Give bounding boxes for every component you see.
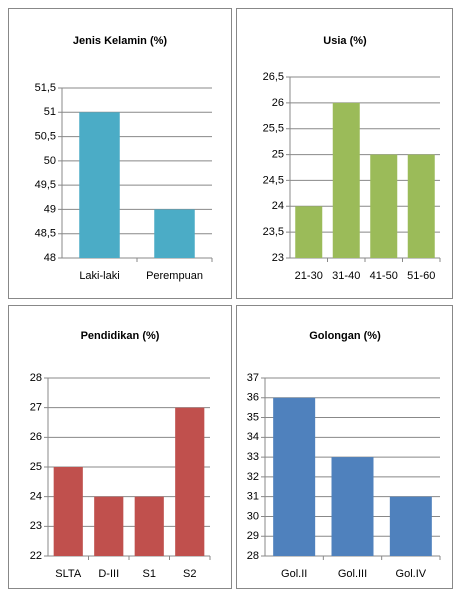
bar xyxy=(53,467,83,556)
y-tick-label: 48,5 xyxy=(35,228,56,240)
y-tick-label: 32 xyxy=(247,471,259,483)
y-tick-label: 25 xyxy=(272,148,284,160)
y-tick-label: 26 xyxy=(272,97,284,109)
y-tick-label: 28 xyxy=(30,372,42,384)
y-tick-label: 51 xyxy=(44,106,56,118)
chart-title: Jenis Kelamin (%) xyxy=(73,35,167,47)
y-tick-label: 51,5 xyxy=(35,82,56,94)
bar xyxy=(273,397,316,556)
y-tick-label: 50 xyxy=(44,155,56,167)
y-tick-label: 30 xyxy=(247,510,259,522)
y-tick-label: 22 xyxy=(30,550,42,562)
y-tick-label: 25,5 xyxy=(263,123,284,135)
bar xyxy=(407,154,435,258)
x-tick-label: D-III xyxy=(98,568,119,580)
y-tick-label: 28 xyxy=(247,550,259,562)
x-tick-label: Perempuan xyxy=(146,270,203,282)
x-tick-label: S2 xyxy=(183,568,196,580)
bar xyxy=(389,496,432,556)
y-tick-label: 26,5 xyxy=(263,71,284,83)
y-tick-label: 24 xyxy=(272,200,284,212)
y-tick-label: 49 xyxy=(44,203,56,215)
x-tick-label: 21-30 xyxy=(295,270,323,282)
bar xyxy=(134,496,164,556)
panel-border xyxy=(8,8,232,299)
chart-title: Usia (%) xyxy=(323,35,367,47)
x-tick-label: 31-40 xyxy=(332,270,360,282)
y-tick-label: 36 xyxy=(247,392,259,404)
y-tick-label: 33 xyxy=(247,451,259,463)
x-tick-label: Laki-laki xyxy=(79,270,119,282)
y-tick-label: 25 xyxy=(30,461,42,473)
bar xyxy=(295,206,323,258)
x-tick-label: Gol.II xyxy=(281,568,307,580)
bar xyxy=(331,457,374,556)
y-tick-label: 50,5 xyxy=(35,130,56,142)
y-tick-label: 29 xyxy=(247,530,259,542)
y-tick-label: 24,5 xyxy=(263,174,284,186)
y-tick-label: 23 xyxy=(272,252,284,264)
chart-title: Pendidikan (%) xyxy=(81,330,160,342)
y-tick-label: 27 xyxy=(30,402,42,414)
bar xyxy=(79,112,120,259)
y-tick-label: 37 xyxy=(247,372,259,384)
y-tick-label: 31 xyxy=(247,491,259,503)
y-tick-label: 34 xyxy=(247,431,259,443)
y-tick-label: 24 xyxy=(30,491,42,503)
bar xyxy=(370,154,398,258)
panel-border xyxy=(236,8,453,299)
chart-title: Golongan (%) xyxy=(309,330,381,342)
x-tick-label: Gol.IV xyxy=(396,568,427,580)
bar xyxy=(94,496,124,556)
y-tick-label: 26 xyxy=(30,431,42,443)
x-tick-label: 51-60 xyxy=(407,270,435,282)
panel-border xyxy=(8,305,232,589)
panel-border xyxy=(236,305,453,589)
y-tick-label: 48 xyxy=(44,252,56,264)
y-tick-label: 35 xyxy=(247,411,259,423)
x-tick-label: Gol.III xyxy=(338,568,367,580)
bar xyxy=(154,209,195,258)
x-tick-label: 41-50 xyxy=(370,270,398,282)
x-tick-label: SLTA xyxy=(55,568,82,580)
y-tick-label: 23 xyxy=(30,520,42,532)
bar xyxy=(332,102,360,258)
x-tick-label: S1 xyxy=(143,568,156,580)
y-tick-label: 49,5 xyxy=(35,179,56,191)
y-tick-label: 23,5 xyxy=(263,226,284,238)
bar xyxy=(175,407,205,556)
